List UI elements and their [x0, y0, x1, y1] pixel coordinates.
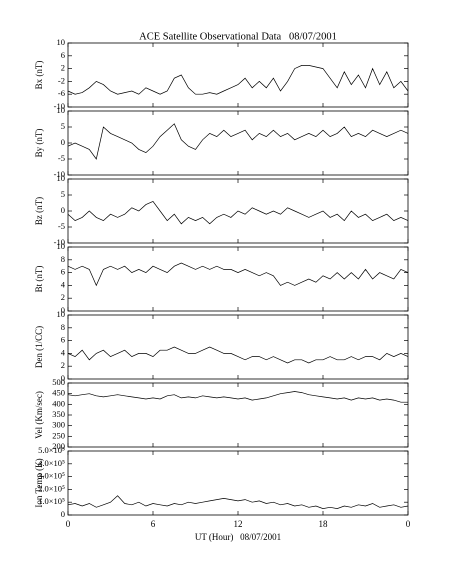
y-tick-label: 0 [61, 305, 65, 315]
panel-frame [67, 382, 409, 448]
y-tick-label: 0 [61, 373, 65, 383]
chart-title: ACE Satellite Observational Data 08/07/2… [139, 31, 337, 42]
data-trace [67, 262, 409, 287]
y-tick-label: 10 [57, 241, 66, 251]
y-tick-label: 2 [61, 360, 65, 370]
y-axis-label: By (nT) [34, 129, 44, 158]
y-tick-label: 10 [57, 309, 66, 319]
y-tick-label: 2 [61, 63, 65, 73]
y-tick-label: 5 [61, 121, 65, 131]
y-tick-label: 200 [52, 441, 65, 451]
y-axis-label: Vel (Km/sec) [34, 391, 44, 439]
panel-frame [67, 42, 409, 108]
y-tick-label: 250 [52, 430, 65, 440]
y-tick-label: -6 [58, 88, 65, 98]
x-tick-label: 0 [66, 519, 71, 529]
panel-frame [67, 314, 409, 380]
y-axis-label: Den (1/CC) [34, 326, 44, 368]
y-tick-label: 0 [61, 509, 65, 519]
data-trace [67, 200, 409, 225]
y-tick-label: 8 [61, 254, 65, 264]
y-axis-label: Bx (nT) [34, 61, 44, 90]
y-tick-label: 450 [52, 388, 65, 398]
data-trace [67, 391, 408, 403]
panel-frame [67, 110, 409, 176]
y-tick-label: 10 [57, 173, 66, 183]
data-trace [67, 65, 409, 95]
y-tick-label: 5 [61, 189, 65, 199]
y-tick-label: 2.0×10⁵ [38, 483, 65, 493]
y-tick-label: 400 [52, 398, 65, 408]
y-tick-label: 4 [61, 347, 66, 357]
y-tick-label: -10 [54, 101, 65, 111]
y-tick-label: -5 [58, 221, 65, 231]
x-tick-label: 18 [319, 519, 329, 529]
panel-frame [67, 246, 409, 312]
y-tick-label: 4 [61, 279, 66, 289]
y-tick-label: 350 [52, 409, 65, 419]
y-tick-label: -10 [54, 169, 65, 179]
y-tick-label: 6 [61, 335, 65, 345]
y-tick-label: 2 [61, 292, 65, 302]
y-tick-label: 0 [61, 137, 65, 147]
data-trace [67, 123, 409, 160]
y-axis-label: Bt (nT) [34, 266, 44, 293]
x-axis-label: UT (Hour) 08/07/2001 [195, 532, 281, 542]
y-tick-label: 10 [57, 37, 66, 47]
y-tick-label: -10 [54, 237, 65, 247]
y-tick-label: 6 [61, 50, 65, 60]
data-trace [67, 346, 409, 364]
x-tick-label: 0 [406, 519, 411, 529]
y-tick-label: 500 [52, 377, 65, 387]
y-tick-label: 8 [61, 322, 65, 332]
y-tick-label: 4.0×10⁵ [38, 458, 65, 468]
y-tick-label: 300 [52, 420, 65, 430]
data-trace [67, 495, 409, 509]
y-tick-label: 6 [61, 267, 65, 277]
y-axis-label: Bz (nT) [34, 197, 44, 225]
y-axis-label: Ion Temp (K) [34, 458, 44, 507]
y-tick-label: 10 [57, 105, 66, 115]
y-tick-label: 0 [61, 205, 65, 215]
y-tick-label: -5 [58, 153, 65, 163]
x-tick-label: 12 [234, 519, 243, 529]
y-tick-label: 1.0×10⁵ [38, 496, 65, 506]
x-tick-label: 6 [151, 519, 156, 529]
y-tick-label: 3.0×10⁵ [38, 471, 65, 481]
y-tick-label: -2 [58, 75, 65, 85]
y-tick-label: 5.0×10⁵ [38, 445, 65, 455]
